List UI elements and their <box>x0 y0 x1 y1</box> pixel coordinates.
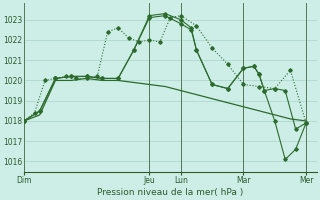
X-axis label: Pression niveau de la mer( hPa ): Pression niveau de la mer( hPa ) <box>97 188 244 197</box>
